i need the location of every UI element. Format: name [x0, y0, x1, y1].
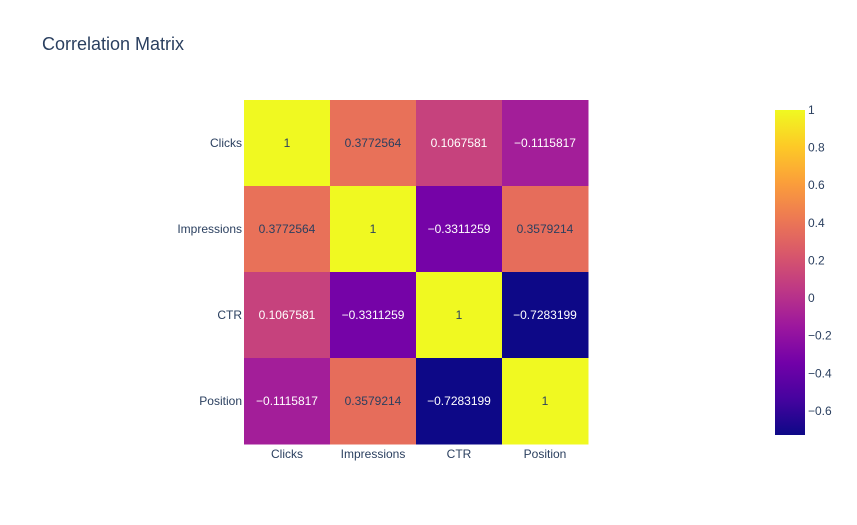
colorbar [775, 110, 805, 435]
cell-value-label: 0.1067581 [259, 308, 316, 322]
cell-value-label: 0.3579214 [345, 394, 402, 408]
heatmap-cell [244, 100, 331, 187]
heatmap-cell [244, 358, 331, 445]
heatmap-cell [330, 358, 417, 445]
heatmap-cell [244, 186, 331, 273]
cell-value-label: 1 [542, 394, 549, 408]
x-tick-label: Position [524, 447, 567, 461]
colorbar-tick-label: 0.2 [808, 253, 825, 267]
colorbar-tick-label: 0.6 [808, 178, 825, 192]
y-tick-label: Position [199, 394, 242, 408]
colorbar-tick-label: −0.4 [808, 366, 832, 380]
heatmap-cells [244, 100, 589, 445]
cell-value-label: 0.3772564 [345, 136, 402, 150]
heatmap-cell [502, 100, 589, 187]
cell-value-label: 1 [370, 222, 377, 236]
cell-value-label: 0.3772564 [259, 222, 316, 236]
heatmap-cell [416, 272, 503, 359]
cell-value-label: −0.7283199 [513, 308, 577, 322]
cell-value-label: 1 [284, 136, 291, 150]
y-axis-ticks: Clicks Impressions CTR Position [177, 136, 242, 408]
heatmap-cell [416, 186, 503, 273]
y-tick-label: CTR [217, 308, 242, 322]
cell-value-label: 0.1067581 [431, 136, 488, 150]
x-axis-ticks: Clicks Impressions CTR Position [271, 447, 566, 461]
colorbar-ticks: 1 0.8 0.6 0.4 0.2 0 −0.2 −0.4 −0.6 [808, 103, 832, 418]
colorbar-tick-label: −0.6 [808, 404, 832, 418]
cell-value-label: 1 [456, 308, 463, 322]
y-tick-label: Impressions [177, 222, 242, 236]
cell-value-label: 0.3579214 [517, 222, 574, 236]
x-tick-label: Clicks [271, 447, 303, 461]
heatmap-cell [502, 186, 589, 273]
heatmap-cell [330, 272, 417, 359]
y-tick-label: Clicks [210, 136, 242, 150]
heatmap-cell [330, 186, 417, 273]
heatmap-cell [244, 272, 331, 359]
x-tick-label: Impressions [341, 447, 406, 461]
heatmap-cell [502, 358, 589, 445]
colorbar-tick-label: −0.2 [808, 329, 832, 343]
cell-value-label: −0.1115817 [514, 136, 576, 150]
colorbar-tick-label: 1 [808, 103, 815, 117]
cell-value-label: −0.7283199 [427, 394, 491, 408]
heatmap-cell [416, 100, 503, 187]
cell-value-label: −0.3311259 [342, 308, 405, 322]
heatmap-cell [502, 272, 589, 359]
cell-value-label: −0.1115817 [256, 394, 318, 408]
heatmap-cell [330, 100, 417, 187]
heatmap-cell-labels: 1 0.3772564 0.1067581 −0.1115817 0.3772564 1 −… [256, 136, 577, 408]
x-tick-label: CTR [447, 447, 472, 461]
chart-title: Correlation Matrix [42, 34, 184, 54]
colorbar-tick-label: 0.4 [808, 216, 825, 230]
cell-value-label: −0.3311259 [428, 222, 491, 236]
colorbar-tick-label: 0 [808, 291, 815, 305]
colorbar-tick-label: 0.8 [808, 141, 825, 155]
heatmap-cell [416, 358, 503, 445]
